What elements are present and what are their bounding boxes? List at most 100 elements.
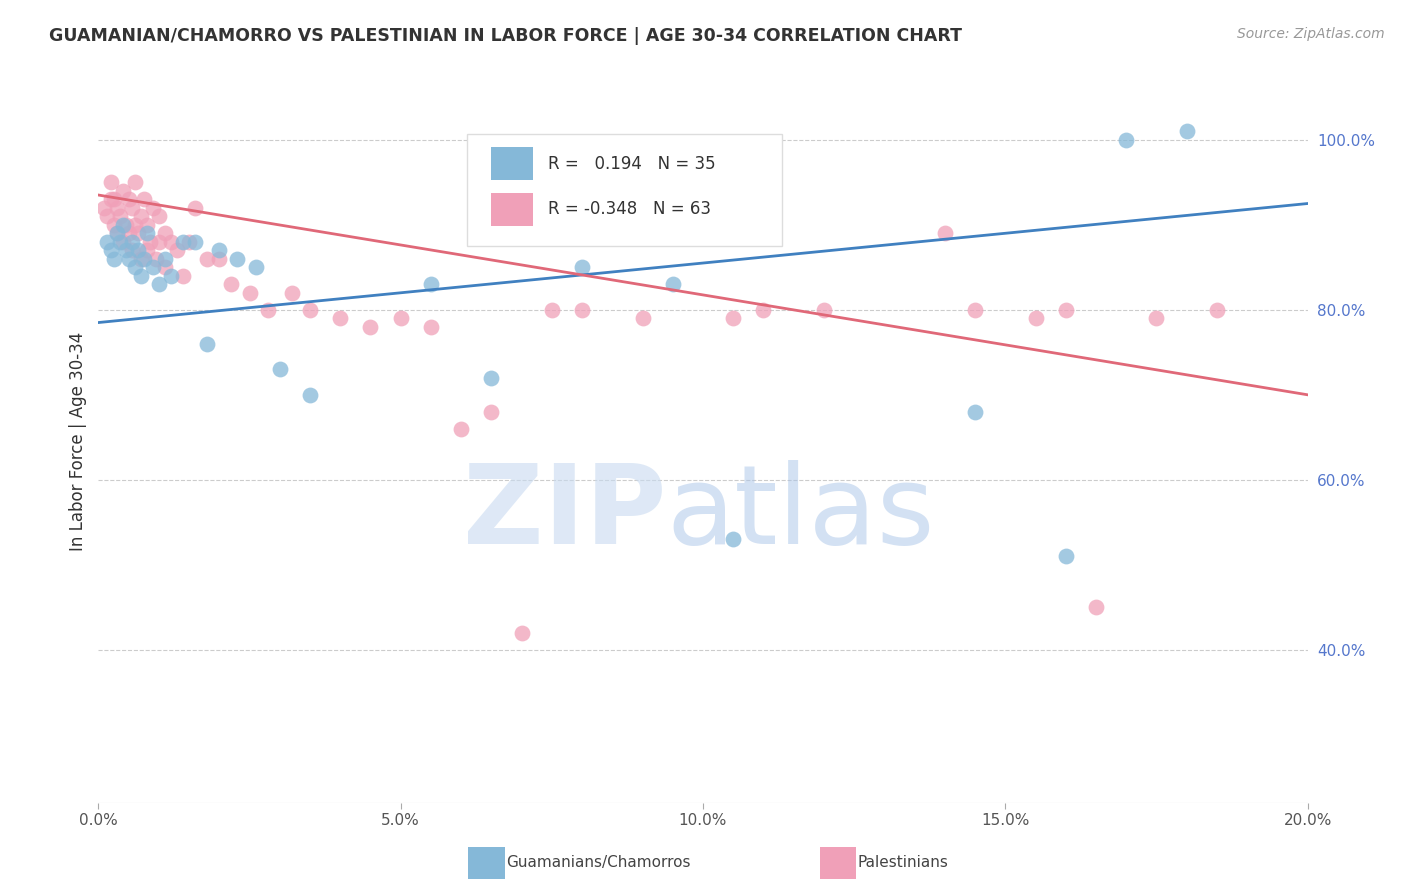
- Point: [121, 201, 143, 215]
- Point: [127, 244, 149, 258]
- Point: [96, 235, 118, 249]
- Point: [299, 302, 322, 317]
- Point: [184, 235, 207, 249]
- Point: [389, 311, 412, 326]
- Point: [135, 218, 157, 232]
- Text: R =   0.194   N = 35: R = 0.194 N = 35: [548, 154, 716, 172]
- Point: [1054, 302, 1077, 317]
- Point: [142, 260, 165, 275]
- Point: [160, 235, 183, 249]
- Point: [132, 192, 155, 206]
- Point: [281, 285, 304, 300]
- Point: [571, 302, 593, 317]
- Point: [100, 175, 122, 189]
- Point: [105, 227, 128, 241]
- Point: [108, 235, 131, 249]
- FancyBboxPatch shape: [492, 147, 533, 180]
- Point: [1085, 600, 1108, 615]
- Point: [153, 227, 176, 241]
- Point: [111, 235, 134, 249]
- Point: [540, 302, 562, 317]
- Point: [329, 311, 352, 326]
- Point: [934, 227, 956, 241]
- Point: [111, 218, 134, 232]
- Point: [139, 235, 162, 249]
- Point: [118, 227, 141, 241]
- Point: [132, 252, 155, 266]
- Text: GUAMANIAN/CHAMORRO VS PALESTINIAN IN LABOR FORCE | AGE 30-34 CORRELATION CHART: GUAMANIAN/CHAMORRO VS PALESTINIAN IN LAB…: [49, 27, 962, 45]
- Point: [184, 201, 207, 215]
- Point: [195, 336, 218, 351]
- Point: [208, 252, 231, 266]
- Point: [111, 184, 134, 198]
- Point: [103, 218, 125, 232]
- Point: [360, 319, 382, 334]
- Point: [121, 244, 143, 258]
- Point: [481, 371, 503, 385]
- Point: [1206, 302, 1229, 317]
- Point: [571, 260, 593, 275]
- Text: ZIP: ZIP: [464, 460, 666, 567]
- Text: R = -0.348   N = 63: R = -0.348 N = 63: [548, 201, 711, 219]
- Point: [153, 252, 176, 266]
- Point: [172, 235, 194, 249]
- Y-axis label: In Labor Force | Age 30-34: In Labor Force | Age 30-34: [69, 332, 87, 551]
- Point: [723, 533, 745, 547]
- Point: [103, 252, 125, 266]
- Point: [153, 260, 176, 275]
- Point: [245, 260, 267, 275]
- Point: [420, 277, 443, 292]
- Point: [965, 302, 987, 317]
- Text: atlas: atlas: [666, 460, 935, 567]
- Point: [172, 268, 194, 283]
- Text: Palestinians: Palestinians: [858, 855, 949, 870]
- Point: [148, 277, 170, 292]
- Point: [127, 227, 149, 241]
- Point: [299, 388, 322, 402]
- Point: [124, 260, 146, 275]
- Point: [96, 209, 118, 223]
- Point: [124, 218, 146, 232]
- FancyBboxPatch shape: [467, 135, 782, 246]
- Point: [226, 252, 249, 266]
- Point: [93, 201, 115, 215]
- Point: [1175, 124, 1198, 138]
- Point: [481, 405, 503, 419]
- Point: [114, 244, 136, 258]
- Point: [420, 319, 443, 334]
- Point: [100, 244, 122, 258]
- Point: [118, 252, 141, 266]
- Point: [166, 244, 188, 258]
- Point: [129, 209, 152, 223]
- Point: [114, 218, 136, 232]
- Point: [661, 277, 683, 292]
- Point: [124, 175, 146, 189]
- Point: [148, 209, 170, 223]
- Point: [208, 244, 231, 258]
- Point: [269, 362, 291, 376]
- Point: [145, 252, 167, 266]
- Point: [108, 209, 131, 223]
- Point: [813, 302, 835, 317]
- Point: [105, 227, 128, 241]
- Text: Source: ZipAtlas.com: Source: ZipAtlas.com: [1237, 27, 1385, 41]
- Point: [135, 244, 157, 258]
- Point: [752, 302, 775, 317]
- FancyBboxPatch shape: [492, 193, 533, 226]
- Point: [239, 285, 262, 300]
- Point: [100, 192, 122, 206]
- Point: [148, 235, 170, 249]
- Point: [118, 192, 141, 206]
- Point: [256, 302, 278, 317]
- Point: [510, 625, 533, 640]
- Point: [103, 192, 125, 206]
- Point: [129, 268, 152, 283]
- Point: [723, 311, 745, 326]
- Point: [221, 277, 243, 292]
- Point: [160, 268, 183, 283]
- Point: [1115, 133, 1137, 147]
- Point: [135, 227, 157, 241]
- Point: [121, 235, 143, 249]
- Point: [195, 252, 218, 266]
- Point: [450, 422, 472, 436]
